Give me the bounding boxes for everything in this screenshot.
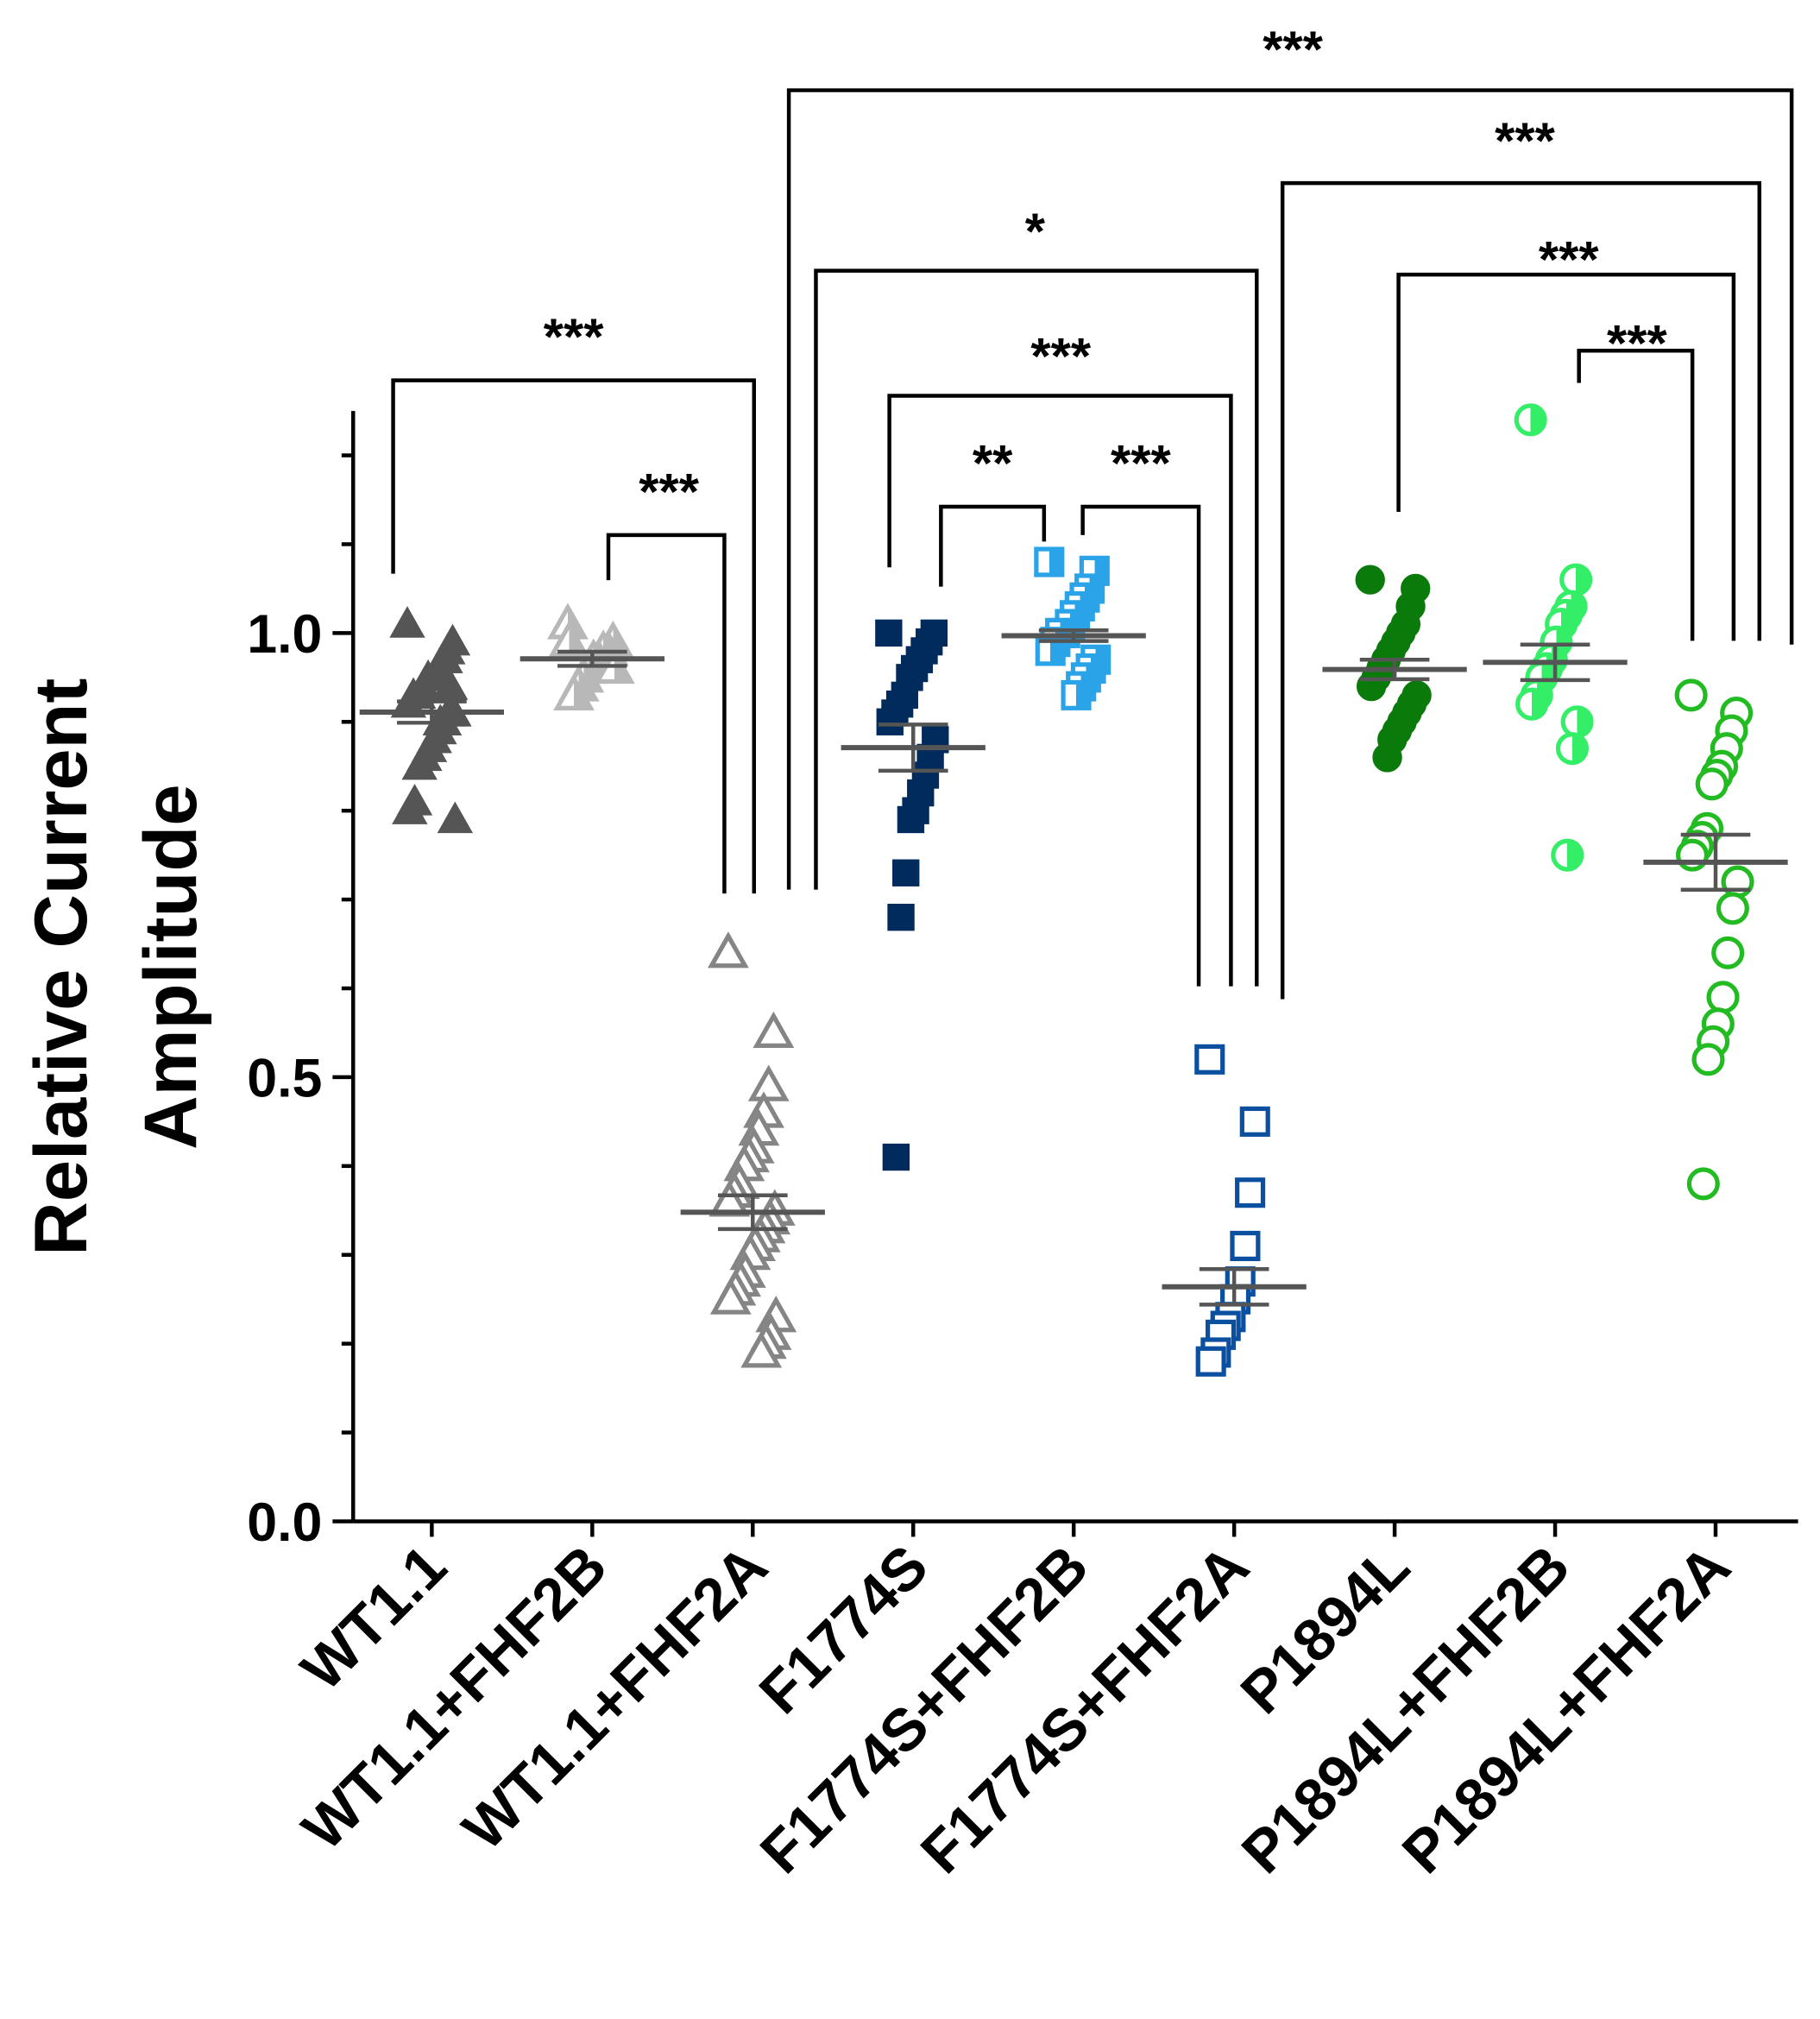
point: [1716, 892, 1749, 925]
point: [1676, 838, 1710, 872]
point: [1230, 1230, 1261, 1261]
significance-bracket: [887, 394, 1233, 987]
point: [892, 859, 920, 886]
significance-bracket: [1396, 272, 1736, 641]
significance-bracket: [1577, 349, 1695, 641]
point: [1674, 678, 1708, 712]
significance-bracket: [814, 268, 1259, 987]
point: [1355, 565, 1385, 595]
point: [1034, 546, 1065, 577]
point: [1515, 687, 1549, 721]
point: [431, 668, 469, 700]
point: [1691, 1043, 1725, 1076]
point: [1239, 1106, 1270, 1137]
point: [1195, 1346, 1226, 1377]
point: [747, 1064, 790, 1101]
point: [1194, 1044, 1225, 1075]
point: [753, 1011, 795, 1049]
point: [882, 1143, 910, 1171]
y-tick-label: 1.0: [247, 604, 322, 665]
point: [1061, 679, 1092, 710]
y-tick-label: 0.5: [247, 1048, 322, 1108]
point: [887, 903, 915, 931]
significance-label: **: [973, 434, 1013, 492]
significance-label: ***: [544, 308, 604, 366]
point: [1235, 1177, 1266, 1208]
point: [1551, 838, 1584, 872]
point: [548, 620, 590, 658]
point: [1711, 936, 1745, 969]
point: [740, 1331, 783, 1368]
point: [553, 673, 595, 710]
point: [392, 792, 428, 824]
point: [1555, 732, 1589, 766]
significance-label: ***: [1263, 21, 1323, 79]
significance-bracket: [1280, 180, 1762, 1000]
significance-label: ***: [1607, 314, 1667, 372]
significance-bracket: [786, 88, 1794, 890]
point: [875, 619, 903, 647]
point: [897, 805, 925, 834]
significance-bracket: [606, 533, 727, 894]
significance-label: *: [1025, 202, 1046, 260]
point: [1559, 563, 1593, 596]
significance-label: ***: [1539, 230, 1599, 288]
point: [427, 641, 463, 673]
point: [437, 801, 474, 834]
point: [389, 606, 425, 638]
point: [708, 931, 749, 968]
point: [709, 1278, 752, 1315]
point: [1356, 671, 1387, 702]
significance-label: ***: [1111, 434, 1171, 492]
y-tick-label: 0.0: [247, 1492, 322, 1553]
significance-bracket: [391, 378, 757, 894]
point: [1695, 767, 1729, 801]
point: [1514, 403, 1547, 437]
point: [876, 708, 904, 735]
y-axis-label: Relative Current: [20, 678, 103, 1256]
significance-label: ***: [1495, 112, 1555, 170]
y-axis-label: Amplitude: [129, 785, 212, 1150]
significance-bracket: [939, 504, 1047, 587]
significance-bracket: [1080, 504, 1201, 987]
point: [1706, 981, 1740, 1014]
significance-label: ***: [1030, 327, 1091, 385]
point: [401, 748, 438, 780]
point: [1372, 742, 1402, 773]
point: [1560, 705, 1594, 739]
point: [1686, 1167, 1720, 1201]
significance-label: ***: [639, 463, 699, 521]
